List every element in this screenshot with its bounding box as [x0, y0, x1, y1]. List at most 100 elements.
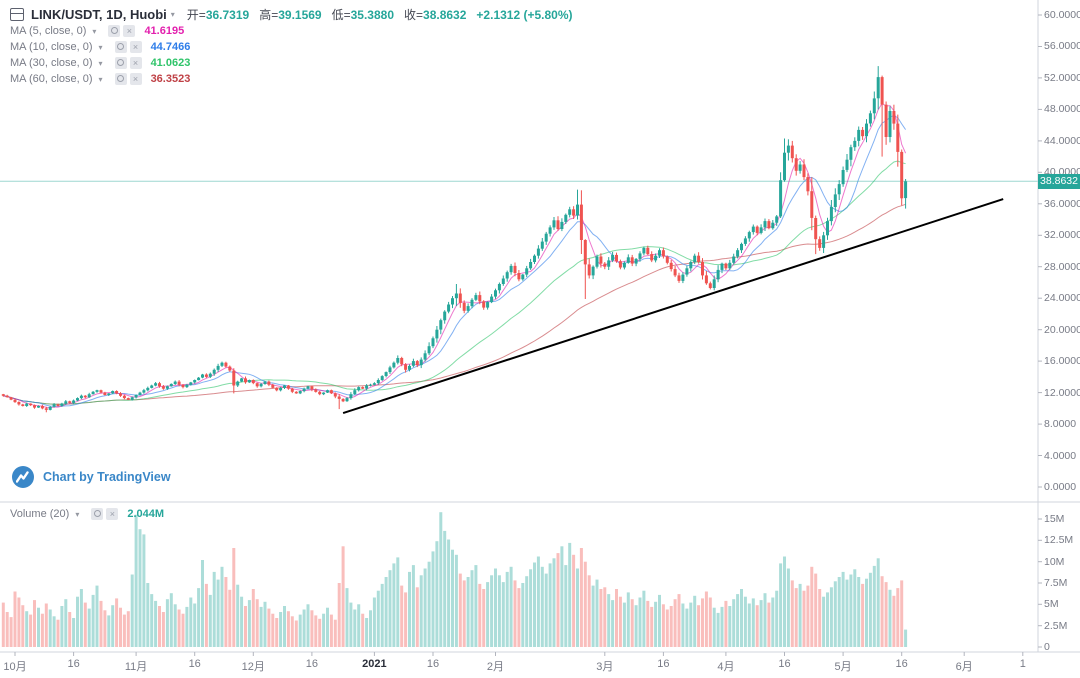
candle-body: [654, 255, 658, 261]
candle-body: [638, 253, 642, 259]
trendline[interactable]: [342, 198, 1004, 415]
volume-bar: [115, 598, 119, 647]
close-icon[interactable]: ×: [106, 508, 119, 520]
chevron-down-icon[interactable]: ▾: [98, 42, 103, 52]
volume-bar: [689, 602, 693, 647]
volume-bar: [552, 558, 556, 647]
chart-layout-icon[interactable]: [10, 7, 24, 21]
volume-bar: [685, 608, 689, 647]
volume-bar: [732, 599, 736, 647]
candle-body: [572, 209, 576, 216]
candle-body: [154, 383, 158, 386]
volume-bar: [470, 570, 474, 647]
close-icon[interactable]: ×: [123, 25, 136, 37]
tradingview-attribution[interactable]: Chart by TradingView: [12, 466, 171, 488]
ma-label[interactable]: MA (60, close, 0): [10, 73, 93, 85]
candle-body: [486, 302, 490, 308]
volume-bar: [228, 589, 232, 647]
volume-bar: [603, 587, 607, 647]
ma-legend-row[interactable]: MA (60, close, 0) ▾ × 36.3523: [10, 71, 583, 87]
candle-body: [228, 366, 232, 371]
volume-bar: [40, 613, 44, 647]
volume-bar: [806, 585, 810, 647]
volume-bar: [818, 589, 822, 647]
volume-bar: [646, 600, 650, 647]
chevron-down-icon[interactable]: ▾: [75, 509, 80, 519]
volume-bar: [525, 576, 529, 647]
price-tick-label: 28.0000: [1044, 260, 1080, 273]
volume-bar: [384, 577, 388, 647]
chevron-down-icon[interactable]: ▾: [98, 74, 103, 84]
candle-body: [255, 383, 259, 387]
ma-label[interactable]: MA (10, close, 0): [10, 41, 93, 53]
settings-icon[interactable]: [108, 25, 121, 37]
volume-bar: [9, 617, 13, 647]
volume-bar: [52, 616, 56, 647]
volume-bar: [298, 614, 302, 647]
settings-icon[interactable]: [114, 57, 127, 69]
tradingview-logo-icon: [12, 466, 34, 488]
ma-legend-row[interactable]: MA (5, close, 0) ▾ × 41.6195: [10, 23, 583, 39]
candle-body: [283, 385, 286, 388]
volume-bar: [111, 605, 115, 647]
volume-bar: [751, 598, 755, 647]
candle-body: [786, 145, 790, 153]
last-price-badge: 38.8632: [1038, 174, 1080, 189]
settings-icon[interactable]: [114, 73, 127, 85]
candle-body: [322, 392, 326, 395]
ohlc-label: 收=: [404, 7, 424, 22]
volume-bar: [142, 534, 146, 647]
volume-bar: [345, 588, 349, 647]
chevron-down-icon[interactable]: ▾: [98, 58, 103, 68]
settings-icon[interactable]: [91, 508, 104, 520]
volume-bar: [333, 619, 337, 647]
close-icon[interactable]: ×: [129, 73, 142, 85]
volume-bar: [244, 606, 247, 647]
volume-bar: [13, 591, 17, 647]
candle-body: [685, 268, 689, 275]
ma-label[interactable]: MA (30, close, 0): [10, 57, 93, 69]
candle-body: [783, 152, 786, 181]
date-tick-label: 6月: [955, 661, 973, 673]
candle-body: [462, 302, 466, 311]
chevron-down-icon[interactable]: ▾: [170, 9, 175, 19]
volume-bar: [95, 585, 99, 647]
ma-10-line: [3, 114, 907, 407]
candle-body: [470, 299, 474, 307]
close-icon[interactable]: ×: [129, 57, 142, 69]
volume-bar: [37, 607, 40, 647]
volume-bar: [290, 616, 294, 647]
volume-legend-row[interactable]: Volume (20) ▾ × 2.044M: [10, 506, 164, 522]
volume-bar: [337, 583, 341, 647]
volume-bar: [419, 575, 423, 647]
ohlc-value: 35.3880: [350, 7, 395, 22]
volume-legend-label[interactable]: Volume (20): [10, 508, 70, 520]
symbol-row[interactable]: LINK/USDT, 1D, Huobi ▾ 开=36.7319 高=39.156…: [10, 5, 583, 23]
candle-body: [9, 397, 13, 400]
settings-icon[interactable]: [114, 41, 127, 53]
candle-body: [119, 393, 122, 396]
ma-label[interactable]: MA (5, close, 0): [10, 25, 87, 37]
candle-body: [29, 403, 33, 406]
candle-body: [52, 404, 56, 407]
candle-body: [556, 220, 560, 229]
volume-bar: [56, 619, 60, 647]
symbol-title[interactable]: LINK/USDT, 1D, Huobi: [31, 6, 167, 22]
volume-bar: [415, 587, 419, 647]
volume-bar: [638, 597, 642, 647]
volume-bar: [400, 585, 404, 647]
price-tick-label: 16.0000: [1044, 355, 1080, 368]
volume-bar: [240, 596, 244, 647]
candle-body: [193, 380, 197, 383]
ohlc-label: 高=: [259, 7, 279, 22]
ma-legend-row[interactable]: MA (30, close, 0) ▾ × 41.0623: [10, 55, 583, 71]
chevron-down-icon[interactable]: ▾: [92, 26, 97, 36]
close-icon[interactable]: ×: [129, 41, 142, 53]
volume-bar: [189, 597, 193, 647]
candle-body: [244, 378, 247, 383]
candle-body: [310, 386, 314, 390]
volume-bar: [576, 568, 579, 647]
ma-legend-row[interactable]: MA (10, close, 0) ▾ × 44.7466: [10, 39, 583, 55]
candle-body: [298, 391, 302, 394]
